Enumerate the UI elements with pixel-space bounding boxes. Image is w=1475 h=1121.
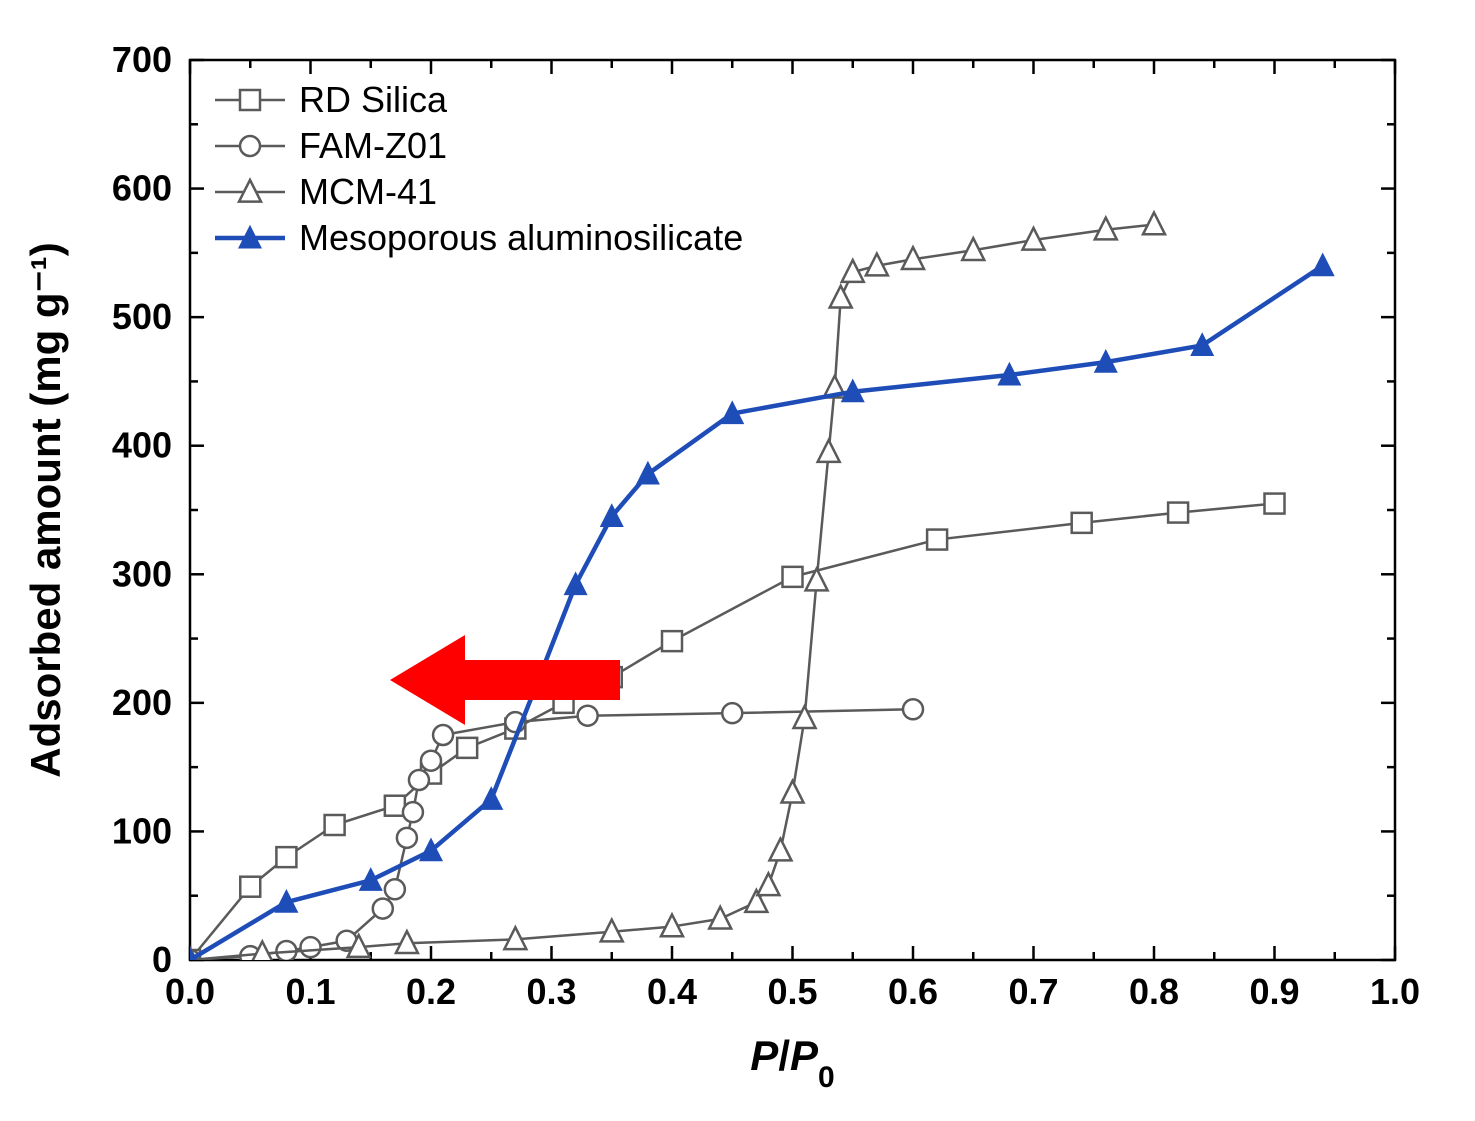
isotherm-chart: 0.0 0.1 0.2 0.3 0.4 0.5 0.6 0.7 0.8 0.9 1.0 0 100 200…: [0, 0, 1475, 1121]
x-tick-label: 0.1: [285, 971, 335, 1012]
x-tick-label: 0.5: [767, 971, 817, 1012]
x-tick-label: 0.6: [888, 971, 938, 1012]
x-tick-label: 0.4: [647, 971, 697, 1012]
y-tick-label: 100: [112, 810, 172, 851]
x-tick-label: 0.2: [406, 971, 456, 1012]
legend-label-fam_z01: FAM-Z01: [299, 125, 447, 166]
y-tick-label: 0: [152, 939, 172, 980]
chart-container: 0.0 0.1 0.2 0.3 0.4 0.5 0.6 0.7 0.8 0.9 1.0 0 100 200…: [0, 0, 1475, 1121]
y-tick-label: 400: [112, 425, 172, 466]
legend-label-meso_aluminosilicate: Mesoporous aluminosilicate: [299, 217, 743, 258]
x-tick-label: 0.8: [1129, 971, 1179, 1012]
x-tick-label: 0.0: [165, 971, 215, 1012]
y-tick-label: 200: [112, 682, 172, 723]
y-tick-label: 500: [112, 296, 172, 337]
y-tick-label: 300: [112, 553, 172, 594]
x-tick-label: 1.0: [1370, 971, 1420, 1012]
legend-label-mcm_41: MCM-41: [299, 171, 437, 212]
legend-label-rd_silica: RD Silica: [299, 79, 448, 120]
x-tick-label: 0.9: [1249, 971, 1299, 1012]
x-tick-label: 0.3: [526, 971, 576, 1012]
y-tick-label: 700: [112, 39, 172, 80]
x-tick-label: 0.7: [1008, 971, 1058, 1012]
y-axis-title: Adsorbed amount (mg g⁻¹): [22, 242, 69, 777]
y-tick-label: 600: [112, 168, 172, 209]
chart-bg: [0, 0, 1475, 1121]
